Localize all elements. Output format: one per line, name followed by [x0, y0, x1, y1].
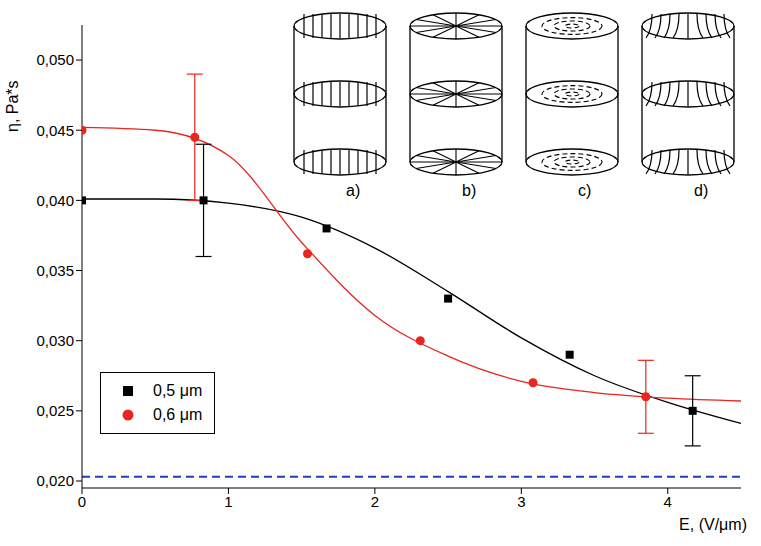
svg-text:0,040: 0,040 [36, 192, 74, 209]
svg-text:3: 3 [517, 493, 525, 510]
html-text:E, (V/μm): E, (V/μm) [679, 516, 747, 533]
html-text:0,5 μm: 0,5 μm [153, 382, 203, 399]
svg-text:0,045: 0,045 [36, 122, 74, 139]
svg-text:0,035: 0,035 [36, 262, 74, 279]
svg-text:1: 1 [224, 493, 232, 510]
html-text:η, Pa*s: η, Pa*s [4, 80, 21, 132]
svg-text:0: 0 [78, 493, 86, 510]
svg-text:0,025: 0,025 [36, 402, 74, 419]
html-text:0,6 μm: 0,6 μm [153, 406, 203, 423]
svg-text:4: 4 [664, 493, 672, 510]
svg-text:2: 2 [371, 493, 379, 510]
svg-text:c): c) [578, 182, 591, 199]
svg-text:0,020: 0,020 [36, 472, 74, 489]
svg-text:d): d) [694, 182, 708, 199]
svg-text:a): a) [346, 182, 360, 199]
svg-text:0,030: 0,030 [36, 332, 74, 349]
svg-text:0,050: 0,050 [36, 51, 74, 68]
svg-text:b): b) [462, 182, 476, 199]
